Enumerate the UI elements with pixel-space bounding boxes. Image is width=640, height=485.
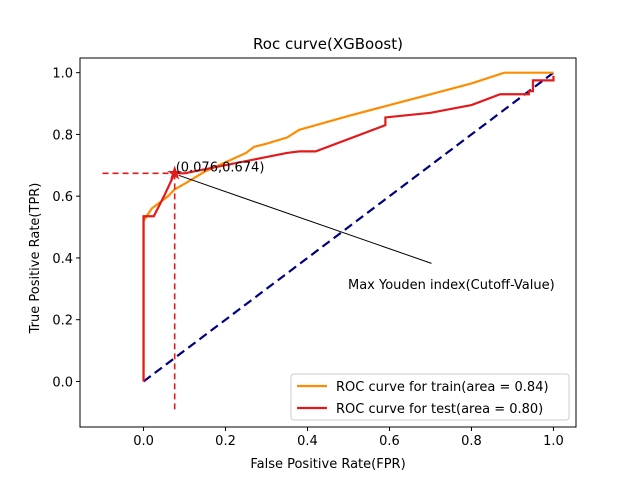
x-tick-label: 1.0 bbox=[543, 434, 564, 449]
x-tick-label: 0.4 bbox=[297, 434, 318, 449]
x-tick-label: 0.2 bbox=[215, 434, 236, 449]
annotation-arrow bbox=[178, 174, 432, 264]
x-axis-label: False Positive Rate(FPR) bbox=[250, 457, 405, 472]
y-tick-label: 0.8 bbox=[52, 128, 73, 143]
legend-label: ROC curve for train(area = 0.84) bbox=[336, 380, 549, 395]
legend: ROC curve for train(area = 0.84) ROC curv… bbox=[290, 373, 570, 421]
x-tick-label: 0.8 bbox=[461, 434, 482, 449]
y-tick-label: 1.0 bbox=[52, 67, 73, 82]
series-line-0 bbox=[142, 71, 554, 382]
x-tick-label: 0.6 bbox=[379, 434, 400, 449]
cutoff-coordinate-label: (0.076,0.674) bbox=[176, 160, 265, 175]
y-tick-label: 0.2 bbox=[52, 314, 73, 329]
series-line-2 bbox=[142, 71, 555, 383]
y-tick-label: 0.6 bbox=[52, 190, 73, 205]
x-tick-label: 0.0 bbox=[133, 434, 154, 449]
legend-box bbox=[290, 373, 570, 421]
axes-frame bbox=[79, 57, 577, 428]
legend-label: ROC curve for test(area = 0.80) bbox=[336, 402, 543, 417]
chart-title: Roc curve(XGBoost) bbox=[253, 35, 403, 53]
y-axis-label: True Positive Rate(TPR) bbox=[28, 183, 43, 335]
series-line-1 bbox=[142, 75, 555, 382]
y-tick-label: 0.4 bbox=[52, 252, 73, 267]
max-youden-label: Max Youden index(Cutoff-Value) bbox=[348, 278, 555, 293]
axes: 0.0 0.2 0.4 0.6 0.8 1.0 0.0 0.2 0.4 0.6 0.8 1.0 bbox=[52, 57, 577, 449]
annotations: (0.076,0.674) Max Youden index(Cutoff-Val… bbox=[176, 160, 555, 293]
plot-area bbox=[102, 71, 555, 413]
cutoff-star-marker bbox=[167, 165, 183, 180]
y-tick-label: 0.0 bbox=[52, 375, 73, 390]
